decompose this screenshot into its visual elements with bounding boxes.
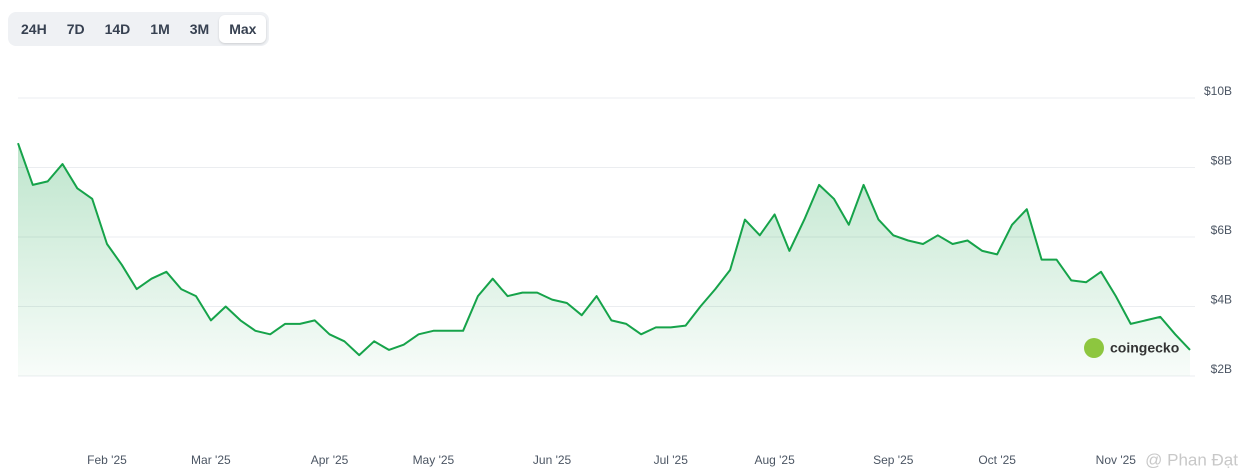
x-tick-label: Feb '25	[87, 453, 127, 467]
period-button[interactable]: 14D	[104, 21, 131, 37]
area	[18, 143, 1190, 376]
y-tick-label: $8B	[1211, 154, 1232, 168]
x-tick-label: Aug '25	[754, 453, 795, 467]
x-tick-label: Sep '25	[873, 453, 914, 467]
x-tick-label: May '25	[413, 453, 455, 467]
watermark: @ Phan Đạt	[1145, 450, 1238, 469]
x-tick-label: Jun '25	[533, 453, 572, 467]
y-tick-label: $6B	[1211, 223, 1232, 237]
period-button[interactable]: Max	[219, 15, 267, 43]
period-selector: 24H 7D 14D 1M 3M Max	[8, 12, 270, 46]
x-tick-label: Oct '25	[978, 453, 1016, 467]
y-tick-label: $10B	[1204, 84, 1232, 98]
y-tick-label: $4B	[1211, 293, 1232, 307]
y-tick-label: $2B	[1211, 362, 1232, 376]
period-button[interactable]: 1M	[150, 21, 170, 37]
brand-logo	[1084, 338, 1104, 358]
brand-text: coingecko	[1110, 340, 1179, 356]
x-tick-label: Apr '25	[311, 453, 349, 467]
x-tick-label: Nov '25	[1096, 453, 1137, 467]
period-button[interactable]: 3M	[189, 21, 210, 37]
line	[17, 142, 1191, 357]
x-tick-label: Mar '25	[191, 453, 231, 467]
period-button[interactable]: 24H	[21, 21, 47, 37]
x-tick-label: Jul '25	[654, 453, 689, 467]
period-button[interactable]: 7D	[66, 21, 85, 37]
